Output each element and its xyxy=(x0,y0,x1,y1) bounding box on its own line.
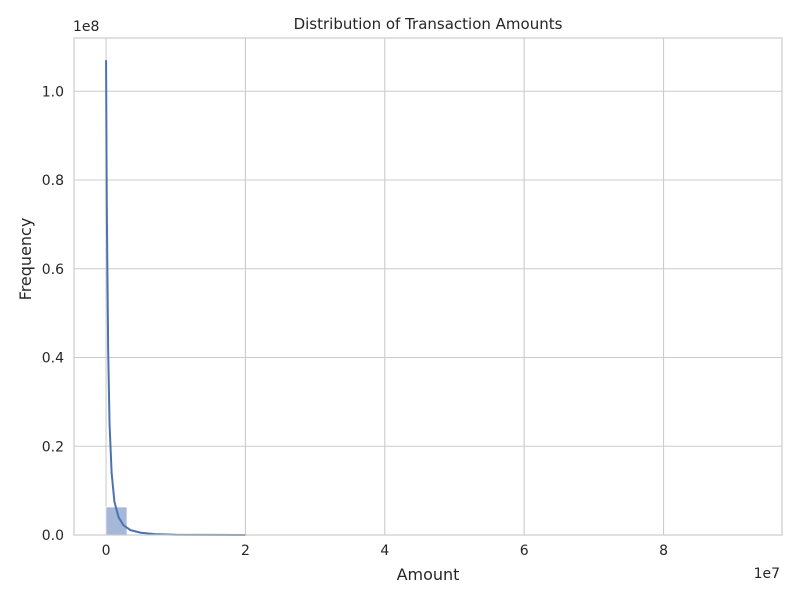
y-tick-label: 0.2 xyxy=(42,439,64,455)
kde-line xyxy=(105,60,246,536)
y-offset-label: 1e8 xyxy=(73,19,99,35)
y-tick-label: 0.8 xyxy=(42,173,64,189)
x-tick-label: 0 xyxy=(102,543,111,559)
x-tick-label: 2 xyxy=(241,543,250,559)
y-tick-labels: 0.0 0.2 0.4 0.6 0.8 1.0 xyxy=(42,84,64,544)
x-tick-labels: 0 2 4 6 8 xyxy=(102,543,668,559)
y-tick-label: 0.4 xyxy=(42,351,64,367)
kde-layer xyxy=(105,60,246,536)
chart-title: Distribution of Transaction Amounts xyxy=(294,15,563,33)
y-tick-label: 0.0 xyxy=(42,528,64,544)
y-axis-label: Frequency xyxy=(16,218,35,301)
x-axis-label: Amount xyxy=(397,565,460,584)
x-tick-label: 6 xyxy=(520,543,529,559)
grid-layer xyxy=(74,38,782,536)
x-offset-label: 1e7 xyxy=(754,566,780,582)
plot-frame xyxy=(73,37,783,536)
y-tick-label: 0.6 xyxy=(42,262,64,278)
y-tick-label: 1.0 xyxy=(42,84,64,100)
x-tick-label: 8 xyxy=(659,543,668,559)
x-tick-label: 4 xyxy=(380,543,389,559)
